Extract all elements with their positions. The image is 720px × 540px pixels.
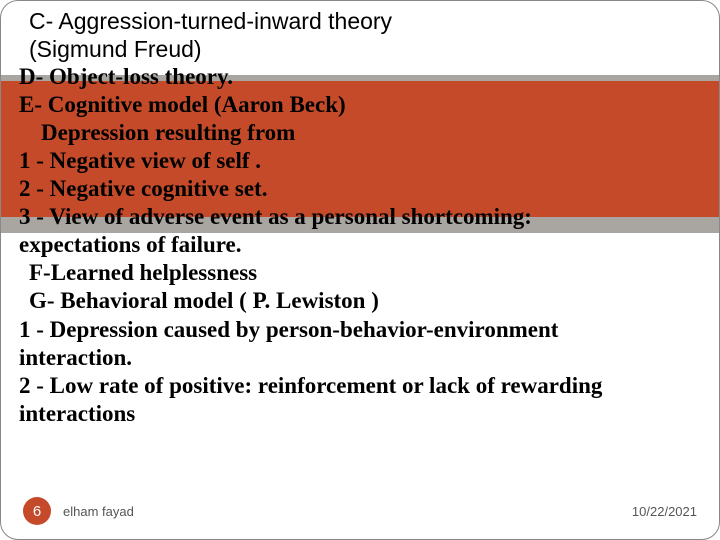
footer-date: 10/22/2021 — [632, 504, 697, 519]
body-line: C- Aggression-turned-inward theory — [19, 7, 701, 35]
body-line: (Sigmund Freud) — [19, 35, 701, 63]
footer-author: elham fayad — [63, 504, 134, 519]
body-line: Depression resulting from — [19, 119, 701, 147]
body-line: D- Object-loss theory. — [19, 63, 701, 91]
page-number-badge: 6 — [23, 497, 51, 525]
body-line: G- Behavioral model ( P. Lewiston ) — [19, 287, 701, 315]
body-line: 3 - View of adverse event as a personal … — [19, 203, 701, 231]
body-line: interactions — [19, 400, 701, 428]
body-line: 2 - Low rate of positive: reinforcement … — [19, 372, 701, 400]
body-line: 2 - Negative cognitive set. — [19, 175, 701, 203]
slide-frame: C- Aggression-turned-inward theory (Sigm… — [0, 0, 720, 540]
body-line: 1 - Depression caused by person-behavior… — [19, 316, 701, 344]
body-line: interaction. — [19, 344, 701, 372]
body-line: expectations of failure. — [19, 231, 701, 259]
body-line: F-Learned helplessness — [19, 259, 701, 287]
body-line: 1 - Negative view of self . — [19, 147, 701, 175]
slide-body: C- Aggression-turned-inward theory (Sigm… — [19, 7, 701, 428]
body-line: E- Cognitive model (Aaron Beck) — [19, 91, 701, 119]
